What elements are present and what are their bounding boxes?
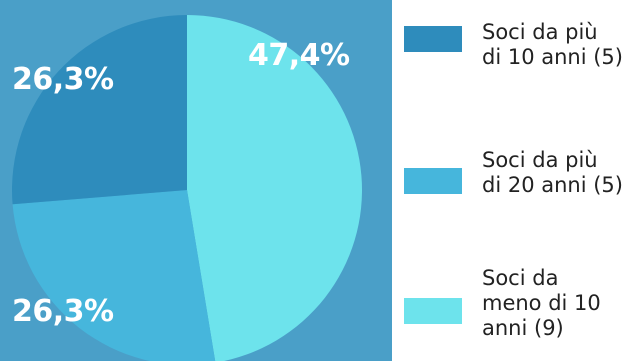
legend-label-line: Soci da più bbox=[482, 148, 598, 172]
pie-slice-less-than-10-years bbox=[187, 15, 362, 361]
chart-legend: Soci da più di 10 anni (5) Soci da più d… bbox=[392, 0, 638, 361]
legend-label-line: Soci da bbox=[482, 266, 559, 290]
legend-label: Soci da più di 10 anni (5) bbox=[482, 20, 638, 70]
legend-label-line: Soci da più bbox=[482, 20, 598, 44]
slice-label-less-than-10-years: 47,4% bbox=[248, 38, 350, 73]
slice-label-more-than-10-years: 26,3% bbox=[12, 62, 114, 97]
legend-label-line: di 20 anni (5) bbox=[482, 173, 623, 197]
legend-label-line: di 10 anni (5) bbox=[482, 45, 623, 69]
legend-item-more-than-20-years: Soci da più di 20 anni (5) bbox=[404, 148, 636, 208]
legend-label-line: anni (9) bbox=[482, 316, 564, 340]
pie-chart-panel: 26,3% 26,3% 47,4% bbox=[0, 0, 392, 361]
legend-swatch-more-than-10-years bbox=[404, 26, 462, 52]
legend-label: Soci da più di 20 anni (5) bbox=[482, 148, 638, 198]
slice-label-more-than-20-years: 26,3% bbox=[12, 294, 114, 329]
legend-label: Soci da meno di 10 anni (9) bbox=[482, 266, 638, 341]
legend-item-less-than-10-years: Soci da meno di 10 anni (9) bbox=[404, 266, 636, 356]
pie-chart bbox=[12, 15, 362, 361]
legend-swatch-more-than-20-years bbox=[404, 168, 462, 194]
legend-item-more-than-10-years: Soci da più di 10 anni (5) bbox=[404, 20, 636, 80]
pie-slice-more-than-20-years bbox=[12, 190, 216, 361]
legend-label-line: meno di 10 bbox=[482, 291, 601, 315]
legend-swatch-less-than-10-years bbox=[404, 298, 462, 324]
pie-slice-more-than-10-years bbox=[12, 15, 187, 205]
